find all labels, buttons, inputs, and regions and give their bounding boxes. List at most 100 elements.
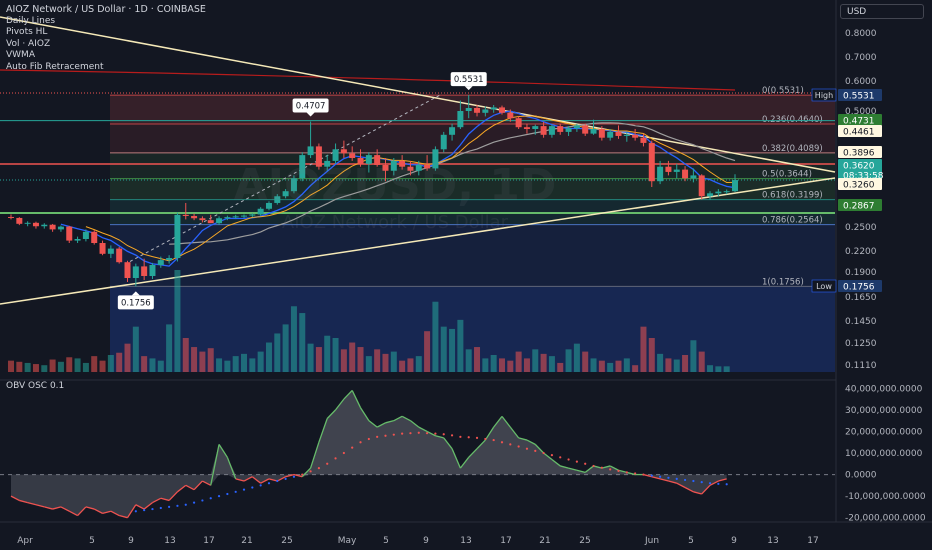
- volume-bar: [82, 362, 89, 372]
- price-tick-label: 0.8000: [845, 29, 877, 39]
- candle-body: [182, 214, 189, 216]
- osc-signal-dot: [234, 490, 237, 493]
- price-tag-text: 0.3896: [843, 149, 875, 159]
- volume-bar: [723, 366, 730, 372]
- candle-body: [107, 248, 114, 254]
- osc-line-segment: [177, 484, 187, 493]
- legend-indicator-vwma[interactable]: VWMA: [6, 50, 35, 60]
- candle: [390, 158, 397, 176]
- osc-tick-label: 10,000,000.0000: [845, 449, 923, 459]
- candle: [24, 221, 31, 227]
- candle: [182, 202, 189, 220]
- candle-body: [74, 239, 81, 241]
- candle-body: [124, 262, 131, 278]
- oscillator-title[interactable]: OBV OSC 0.1: [6, 381, 65, 391]
- candle-body: [307, 146, 314, 156]
- fib-anchor-line: [129, 94, 441, 262]
- osc-line-segment: [119, 514, 128, 519]
- candle-body: [24, 222, 31, 224]
- currency-button[interactable]: USD: [840, 4, 924, 19]
- candle: [174, 212, 181, 262]
- osc-signal-dot: [184, 503, 187, 506]
- volume-bar: [515, 351, 522, 372]
- legend-title: AIOZ Network / US Dollar · 1D · COINBASE: [6, 4, 206, 15]
- osc-signal-dot: [176, 504, 179, 507]
- candle: [191, 213, 198, 221]
- osc-signal-dot: [450, 434, 454, 437]
- candle: [216, 216, 223, 225]
- legend-indicator-fib[interactable]: Auto Fib Retracement: [6, 61, 104, 72]
- candle: [665, 160, 672, 176]
- osc-line-segment: [102, 510, 112, 515]
- price-tag: 0.3620: [838, 159, 882, 172]
- volume-bar: [548, 356, 555, 372]
- osc-line-segment: [718, 478, 727, 482]
- osc-line-segment: [385, 420, 394, 424]
- volume-bar: [449, 328, 456, 372]
- volume-bar: [665, 358, 672, 372]
- osc-tick-label: 20,000,000.0000: [845, 427, 923, 437]
- osc-line-segment: [651, 476, 661, 480]
- volume-bar: [615, 360, 622, 372]
- osc-signal-dot: [143, 509, 146, 512]
- volume-bar: [474, 347, 481, 372]
- volume-bar: [632, 365, 639, 372]
- candle-body: [465, 108, 472, 111]
- osc-line-segment: [285, 473, 295, 478]
- osc-line-segment: [418, 426, 428, 433]
- osc-line-segment: [218, 444, 228, 458]
- volume-bar: [424, 331, 431, 372]
- price-tick-label: 0.7000: [845, 53, 877, 63]
- volume-bar: [390, 351, 397, 372]
- osc-signal-dot: [708, 482, 712, 485]
- candle-body: [365, 155, 372, 164]
- candle-body: [141, 266, 148, 276]
- pivot-label-text: 0.1756: [121, 298, 151, 308]
- price-tag: High: [811, 88, 837, 102]
- price-tag: 0.3896: [838, 146, 882, 159]
- candle: [41, 223, 48, 229]
- legend-indicator-volume[interactable]: Vol · AIOZ: [6, 38, 51, 49]
- volume-bar: [57, 361, 64, 372]
- candle-body: [523, 127, 530, 129]
- osc-signal-dot: [467, 436, 470, 439]
- candle: [265, 201, 272, 211]
- legend-indicator-pivots[interactable]: Pivots HL: [6, 27, 48, 37]
- time-tick-label: 9: [128, 536, 134, 546]
- legend-indicator-daily-lines[interactable]: Daily Lines: [6, 15, 56, 26]
- candle-body: [623, 134, 630, 136]
- price-tag-text: 0.2867: [843, 202, 875, 212]
- candle-body: [723, 191, 730, 193]
- candle-body: [690, 175, 697, 179]
- candle: [290, 175, 297, 194]
- chart-legend: AIOZ Network / US Dollar · 1D · COINBASE…: [6, 4, 206, 73]
- price-tag-box: [811, 88, 837, 102]
- volume-bar: [107, 355, 114, 372]
- osc-line-segment: [568, 467, 578, 471]
- candle-body: [424, 164, 431, 169]
- candle-body: [315, 146, 322, 167]
- price-tag: 0.4731: [838, 114, 882, 127]
- volume-bar: [282, 324, 289, 372]
- candle-body: [390, 160, 397, 171]
- volume-bar: [582, 351, 589, 372]
- candle: [565, 126, 572, 136]
- volume-bar: [365, 356, 372, 372]
- candle: [141, 258, 148, 280]
- candle: [157, 256, 164, 268]
- candle: [623, 131, 630, 142]
- osc-line-segment: [168, 491, 178, 501]
- time-tick-label: 21: [241, 536, 252, 546]
- candle: [315, 143, 322, 170]
- time-tick-label: 17: [203, 536, 214, 546]
- osc-line-segment: [193, 480, 203, 491]
- candle: [116, 247, 123, 264]
- volume-bar: [299, 313, 306, 372]
- volume-bar: [166, 324, 173, 372]
- candle: [374, 149, 381, 167]
- osc-line-segment: [493, 415, 503, 428]
- candle: [424, 155, 431, 171]
- osc-line-segment: [426, 430, 436, 437]
- osc-signal-dot: [342, 451, 345, 455]
